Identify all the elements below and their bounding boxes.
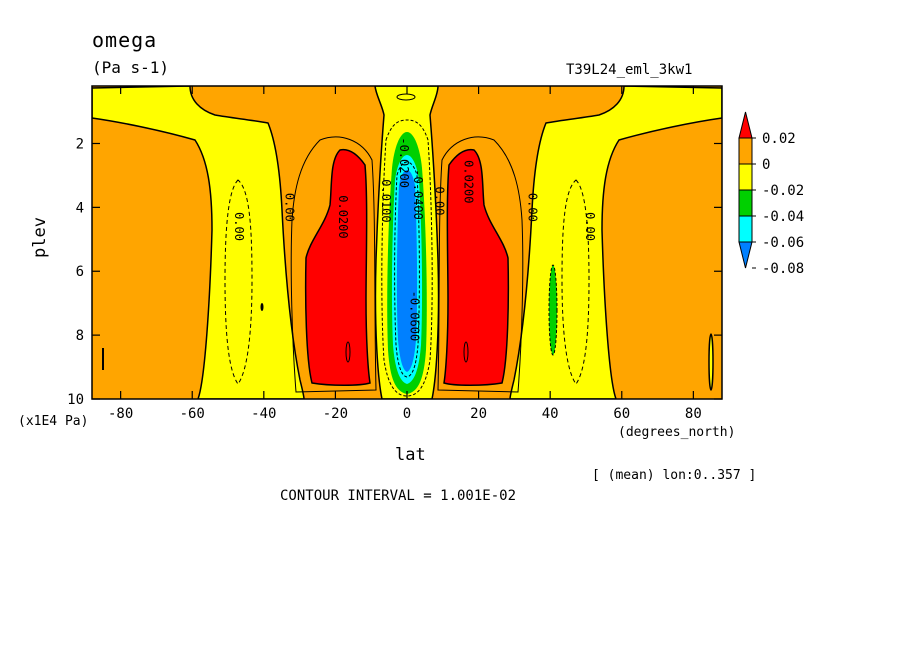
contour-fill-top-center-yellow	[396, 93, 416, 101]
contour-line-right-small	[463, 341, 469, 363]
x-tick-label: -40	[251, 406, 276, 422]
mean-label: [ (mean) lon:0..357 ]	[592, 468, 757, 483]
contour-label: 0.00	[433, 187, 447, 216]
chart-title: omega	[92, 28, 158, 52]
contour-label: 0.00	[583, 212, 597, 241]
colorbar-label: -0.08	[762, 261, 804, 277]
contour-fill-right-red	[443, 148, 510, 386]
contour-label: 0.0200	[461, 160, 475, 203]
contour-label: 0.00	[232, 212, 246, 241]
contour-fill-green-blob	[548, 264, 558, 356]
x-tick-label: 60	[613, 406, 630, 422]
x-tick-label: -60	[180, 406, 205, 422]
x-axis-label: lat	[395, 445, 426, 465]
contour-line-left-0.01	[290, 136, 377, 393]
run-label: T39L24_eml_3kw1	[566, 62, 693, 78]
contour-label: 0.0100	[379, 179, 393, 222]
colorbar-box	[738, 189, 753, 217]
contour-label: 0.00	[526, 193, 540, 222]
contour-interval-label: CONTOUR INTERVAL = 1.001E-02	[280, 488, 517, 504]
axes-group: -80 -60 -40 -20 0 20 40 60 80 2 4 6 8 10	[67, 86, 722, 422]
y-tick-label: 4	[76, 200, 84, 216]
colorbar-box	[738, 215, 753, 243]
contour-fill-center-blue	[396, 170, 418, 372]
colorbar-top-arrow	[738, 111, 753, 139]
y-axis-units: (x1E4 Pa)	[18, 414, 89, 429]
contour-line-left-small	[345, 341, 351, 363]
x-tick-label: 0	[403, 406, 411, 422]
contour-fill-left-red	[304, 148, 371, 386]
y-tick-label: 10	[67, 392, 84, 408]
contour-labels-group: 0.00 0.00 0.0200 0.0100 -0.0200-0.0400 -0.060…	[232, 137, 597, 341]
contour-line-center-dashed-inner	[394, 161, 420, 378]
colorbar-label: -0.02	[762, 183, 804, 199]
x-tick-label: 40	[542, 406, 559, 422]
chart-units: (Pa s-1)	[92, 58, 170, 77]
x-tick-label: -80	[108, 406, 133, 422]
colorbar-label: 0	[762, 157, 770, 173]
colorbar-label: 0.02	[762, 131, 796, 147]
colorbar-box	[738, 163, 753, 191]
x-tick-label: 20	[470, 406, 487, 422]
x-tick-label: 80	[685, 406, 702, 422]
colorbar-bottom-arrow	[738, 241, 753, 269]
contour-line-center-dashed	[381, 119, 433, 397]
x-axis-units: (degrees_north)	[618, 425, 736, 440]
contour-fill-group	[92, 86, 722, 399]
contour-label: -0.0400	[411, 169, 425, 220]
y-tick-label: 2	[76, 136, 84, 152]
contour-label: 0.0200	[336, 195, 350, 238]
colorbar-label: -0.06	[762, 235, 804, 251]
contour-label: -0.0200	[397, 137, 411, 188]
contour-label: 0.00	[282, 193, 296, 222]
contour-label: -0.0600	[408, 291, 422, 342]
y-tick-label: 6	[76, 264, 84, 280]
contour-line-left-dot	[260, 303, 264, 311]
x-tick-label: -20	[323, 406, 348, 422]
contour-line-right-0.01	[437, 136, 524, 393]
y-tick-label: 8	[76, 328, 84, 344]
colorbar-box	[738, 137, 753, 165]
colorbar: 0.02 0 -0.02 -0.04 -0.06 -0.08	[738, 111, 804, 277]
contour-line-right-edge	[708, 333, 714, 391]
colorbar-label: -0.04	[762, 209, 804, 225]
